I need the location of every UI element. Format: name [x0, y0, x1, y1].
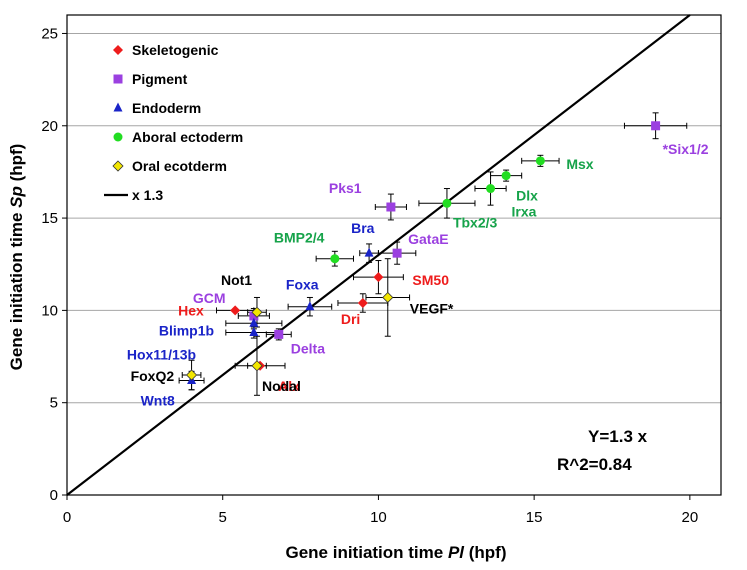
legend-label: Pigment — [132, 71, 188, 87]
data-point — [442, 198, 452, 208]
data-point — [251, 360, 263, 372]
point-label: SM50 — [412, 272, 449, 288]
data-point — [305, 301, 315, 311]
point-label: Tbx2/3 — [453, 214, 498, 230]
data-point — [230, 305, 241, 316]
data-point — [373, 272, 384, 283]
x-tick-label: 5 — [219, 509, 227, 526]
point-label: VEGF* — [410, 300, 454, 316]
x-axis-title: Gene initiation time Pl (hpf) — [285, 543, 506, 562]
point-label: Pks1 — [329, 180, 362, 196]
x-tick-label: 20 — [682, 509, 699, 526]
axis-ticks: 0 5 10 15 20 25 0 5 10 15 20 — [41, 25, 698, 526]
point-label: Dlx — [516, 188, 538, 204]
point-label: Not1 — [221, 272, 252, 288]
plot-area-frame — [66, 14, 722, 496]
point-label: FoxQ2 — [131, 368, 175, 384]
point-label: Blimp1b — [159, 322, 214, 338]
x-tick-label: 15 — [526, 509, 543, 526]
point-label: Hox11/13b — [127, 347, 196, 363]
legend-marker — [113, 74, 123, 84]
legend-fit-label: x 1.3 — [132, 187, 163, 203]
point-label: Alx — [278, 378, 300, 394]
data-point — [249, 317, 259, 327]
error-bars — [178, 112, 688, 396]
y-tick-label: 20 — [41, 118, 58, 135]
legend-label: Endoderm — [132, 100, 201, 116]
y-tick-label: 0 — [50, 487, 58, 504]
legend: Skeletogenic Pigment Endoderm Aboral ectode… — [104, 42, 243, 203]
data-point — [651, 121, 661, 131]
data-markers — [186, 121, 661, 385]
point-label: Nodal — [262, 378, 301, 394]
y-tick-label: 10 — [41, 302, 58, 319]
data-point — [382, 291, 394, 304]
y-tick-label: 15 — [41, 210, 58, 227]
point-label: Hex — [178, 302, 204, 318]
point-label: Delta — [291, 340, 325, 356]
point-label: Irxa — [512, 204, 537, 220]
point-label: Wnt8 — [141, 393, 175, 409]
data-point — [486, 184, 496, 194]
legend-marker — [112, 160, 124, 172]
data-point — [364, 247, 374, 257]
y-tick-label: 25 — [41, 25, 58, 42]
point-label: BMP2/4 — [274, 230, 325, 246]
data-point — [386, 202, 396, 212]
x-tick-label: 0 — [63, 509, 71, 526]
point-labels: Hex SM50 Dri Alx *Six1/2 Pks1 GataE GCM Delta Bra… — [127, 141, 709, 409]
data-point — [501, 171, 511, 181]
x-tick-label: 10 — [370, 509, 387, 526]
data-point — [330, 254, 340, 264]
point-label: Bra — [351, 220, 375, 236]
data-point — [357, 298, 368, 308]
y-tick-label: 5 — [50, 395, 58, 412]
data-point — [251, 306, 263, 318]
r-squared: R^2=0.84 — [557, 455, 632, 474]
grid-lines — [67, 32, 721, 404]
data-point — [274, 329, 284, 339]
legend-marker — [113, 45, 123, 55]
point-label: GataE — [408, 231, 448, 247]
legend-label: Oral ecotderm — [132, 158, 227, 174]
point-label: Dri — [341, 311, 360, 327]
data-point — [392, 248, 402, 258]
point-label: Foxa — [286, 277, 319, 293]
y-axis-title: Gene initiation time Sp (hpf) — [7, 144, 26, 371]
data-point — [249, 327, 259, 337]
point-label: *Six1/2 — [663, 141, 709, 157]
data-point — [249, 311, 259, 321]
legend-label: Skeletogenic — [132, 42, 219, 58]
data-point — [186, 369, 198, 381]
legend-marker — [113, 132, 123, 142]
point-label: GCM — [193, 290, 226, 306]
legend-label: Aboral ectoderm — [132, 129, 243, 145]
data-point — [535, 156, 545, 166]
fit-equation: Y=1.3 x — [588, 427, 648, 446]
point-label: Msx — [566, 156, 593, 172]
legend-marker — [113, 102, 123, 112]
